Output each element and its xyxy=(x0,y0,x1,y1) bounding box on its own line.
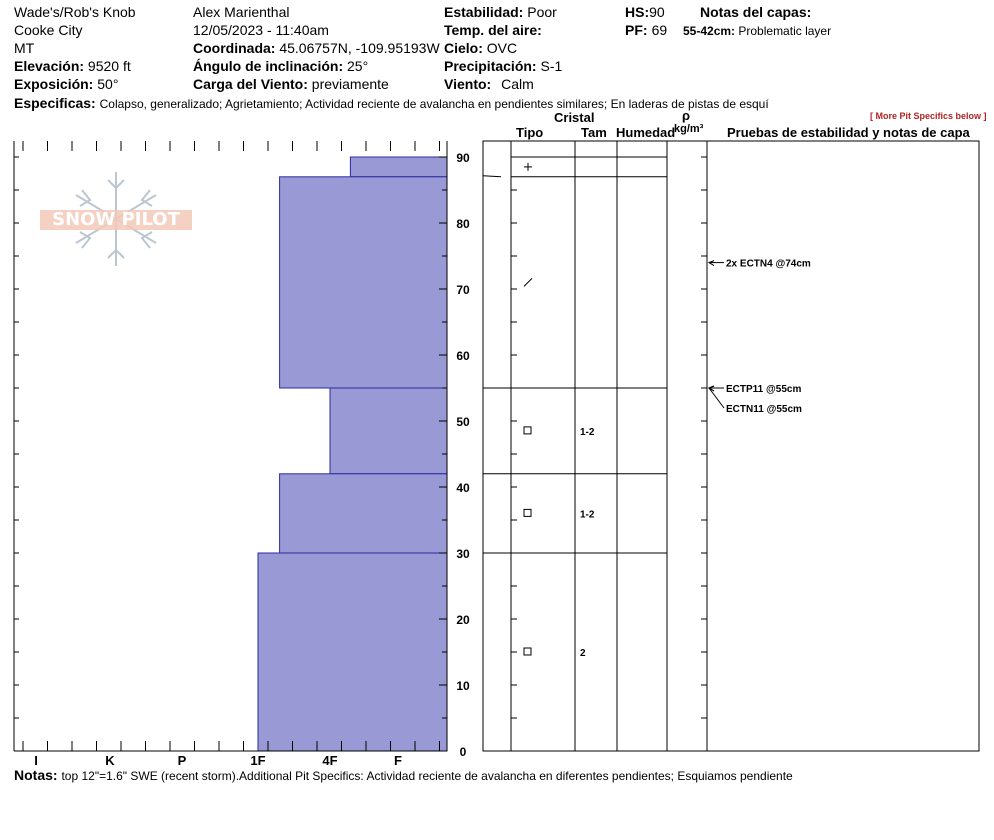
test-arrow xyxy=(708,387,725,409)
wind-label: Viento: xyxy=(444,76,492,92)
test-arrowhead xyxy=(707,260,715,267)
coordinates-value: 45.06757N, -109.95193W xyxy=(279,40,440,56)
height-tick-label: 70 xyxy=(456,283,470,297)
layer-connector-line xyxy=(482,175,502,178)
precip-field: Precipitación: S-1 xyxy=(444,58,562,74)
tipo-header: Tipo xyxy=(516,125,544,140)
grain-size-label: 1-2 xyxy=(580,427,595,438)
precip-value: S-1 xyxy=(540,58,563,74)
hardness-bar xyxy=(257,552,448,752)
elevation-field: Elevación: 9520 ft xyxy=(14,58,131,74)
slope-field: Ángulo de inclinación: 25° xyxy=(193,58,368,74)
hardness-tick-label: I xyxy=(34,753,38,768)
grain-faceted-symbol xyxy=(523,426,532,435)
aspect-value: 50° xyxy=(97,76,119,92)
specifics-label: Especificas: xyxy=(14,95,96,111)
notes-text: top 12"=1.6" SWE (recent storm).Addition… xyxy=(61,769,793,783)
observer-name: Alex Marienthal xyxy=(193,4,290,20)
profile-table-frame xyxy=(482,140,980,752)
city-name: Cooke City xyxy=(14,22,83,38)
height-tick-label: 20 xyxy=(456,613,470,627)
density-unit-header: kg/m³ xyxy=(674,123,704,135)
hardness-tick-label: 4F xyxy=(322,753,337,768)
pf-label: PF: xyxy=(625,22,648,38)
stability-test-label: ECTP11 @55cm xyxy=(726,384,801,395)
stability-value: Poor xyxy=(527,4,557,20)
aspect-label: Exposición: xyxy=(14,76,94,92)
height-tick-label: 10 xyxy=(456,679,470,693)
stability-label: Estabilidad: xyxy=(444,4,524,20)
coordinates-label: Coordinada: xyxy=(193,40,276,56)
specifics-field: Especificas: Colapso, generalizado; Agri… xyxy=(14,95,769,111)
tam-header: Tam xyxy=(581,125,607,140)
wind-value: Calm xyxy=(501,76,534,92)
grain-faceted-symbol xyxy=(523,647,532,656)
wind-load-field: Carga del Viento: previamente xyxy=(193,76,389,92)
grain-decomposed-symbol xyxy=(523,278,533,287)
hardness-bar xyxy=(329,387,448,475)
height-tick-label: 40 xyxy=(456,481,470,495)
layer-notes-label: Notas del capas: xyxy=(700,4,812,20)
location-name: Wade's/Rob's Knob xyxy=(14,4,136,20)
wind-field: Viento: Calm xyxy=(444,76,534,92)
snowpilot-logo: SNOW PILOT xyxy=(36,170,196,270)
air-temp-field: Temp. del aire: xyxy=(444,22,542,38)
hs-label: HS: xyxy=(625,4,650,20)
coordinates-field: Coordinada: 45.06757N, -109.95193W xyxy=(193,40,440,56)
tests-header: Pruebas de estabilidad y notas de capa xyxy=(727,125,970,140)
hardness-bar xyxy=(279,176,448,389)
elevation-label: Elevación: xyxy=(14,58,85,74)
notes-field: Notas: top 12"=1.6" SWE (recent storm).A… xyxy=(14,767,793,783)
layer-note: 55-42cm: Problematic layer xyxy=(683,24,831,38)
wind-load-value: previamente xyxy=(311,76,389,92)
observation-datetime: 12/05/2023 - 11:40am xyxy=(193,22,329,38)
hardness-tick-label: P xyxy=(178,753,187,768)
slope-label: Ángulo de inclinación: xyxy=(193,58,344,74)
hardness-tick-label: F xyxy=(394,753,402,768)
cristal-header: Cristal xyxy=(554,110,595,125)
pf-field: PF: 69 xyxy=(625,22,667,38)
hs-value: 90 xyxy=(649,4,665,20)
height-tick-label: 90 xyxy=(456,151,470,165)
layer-note-range: 55-42cm: xyxy=(683,24,736,38)
height-tick-label: 50 xyxy=(456,415,470,429)
air-temp-label: Temp. del aire: xyxy=(444,22,542,38)
hs-field: HS:90 xyxy=(625,4,665,20)
layer-note-text: Problematic layer xyxy=(738,24,832,38)
height-tick-label: 80 xyxy=(456,217,470,231)
elevation-value: 9520 ft xyxy=(87,58,131,74)
stability-field: Estabilidad: Poor xyxy=(444,4,557,20)
logo-text: SNOW PILOT xyxy=(52,209,180,230)
aspect-field: Exposición: 50° xyxy=(14,76,118,92)
grain-size-label: 1-2 xyxy=(580,509,595,520)
hardness-tick-label: K xyxy=(105,753,115,768)
hardness-tick-label: 1F xyxy=(250,753,265,768)
height-tick-label: 60 xyxy=(456,349,470,363)
humedad-header: Humedad xyxy=(616,125,676,140)
notes-label: Notas: xyxy=(14,767,58,783)
snowflake-icon xyxy=(40,172,192,266)
rho-header: ρ xyxy=(682,108,691,123)
pf-value: 69 xyxy=(651,22,668,38)
more-specifics-link[interactable]: [ More Pit Specifics below ] xyxy=(870,111,987,121)
wind-load-label: Carga del Viento: xyxy=(193,76,308,92)
sky-value: OVC xyxy=(486,40,518,56)
grain-size-label: 2 xyxy=(580,648,586,659)
grain-faceted-symbol xyxy=(523,508,532,517)
sky-label: Cielo: xyxy=(444,40,483,56)
stability-test-label: 2x ECTN4 @74cm xyxy=(726,259,811,270)
height-tick-label: 30 xyxy=(456,547,470,561)
hardness-bar xyxy=(279,473,448,554)
state-name: MT xyxy=(14,40,35,56)
slope-value: 25° xyxy=(347,58,369,74)
sky-field: Cielo: OVC xyxy=(444,40,517,56)
hardness-bar xyxy=(349,156,448,178)
height-tick-label: 0 xyxy=(460,745,467,759)
stability-test-label: ECTN11 @55cm xyxy=(726,404,802,415)
test-arrowhead xyxy=(707,385,715,392)
precip-label: Precipitación: xyxy=(444,58,537,74)
specifics-text: Colapso, generalizado; Agrietamiento; Ac… xyxy=(99,97,769,111)
